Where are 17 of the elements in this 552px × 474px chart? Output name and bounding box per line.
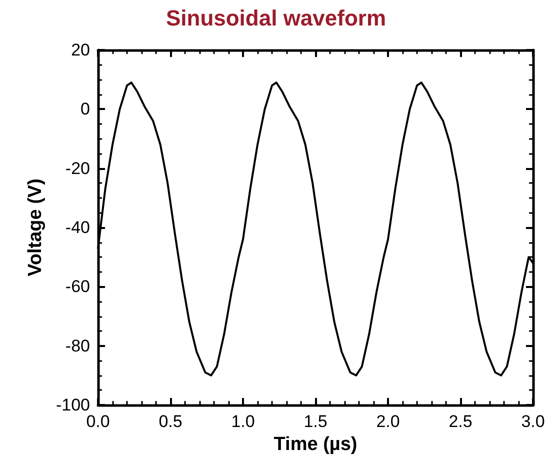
y-tick-label: -60 bbox=[65, 277, 90, 296]
y-tick-label: 20 bbox=[71, 40, 90, 60]
y-tick-label: -40 bbox=[65, 218, 90, 237]
y-tick-label: 0 bbox=[80, 100, 90, 119]
x-axis-title: Time (µs) bbox=[274, 434, 358, 455]
x-tick-label: 2.0 bbox=[376, 412, 400, 431]
x-tick-label: 2.5 bbox=[448, 412, 472, 431]
x-tick-label: 1.0 bbox=[231, 412, 255, 431]
y-tick-label: -100 bbox=[56, 396, 90, 414]
x-tick-label: 3.0 bbox=[521, 412, 545, 431]
y-tick-label: -80 bbox=[65, 336, 90, 356]
x-tick-label: 1.5 bbox=[304, 412, 328, 431]
x-tick-label: 0.5 bbox=[158, 412, 182, 431]
y-tick-label: -20 bbox=[65, 158, 90, 178]
chart-title: Sinusoidal waveform bbox=[166, 6, 386, 30]
x-tick-label: 0.0 bbox=[86, 412, 110, 431]
y-axis-title: Voltage (V) bbox=[25, 178, 46, 276]
